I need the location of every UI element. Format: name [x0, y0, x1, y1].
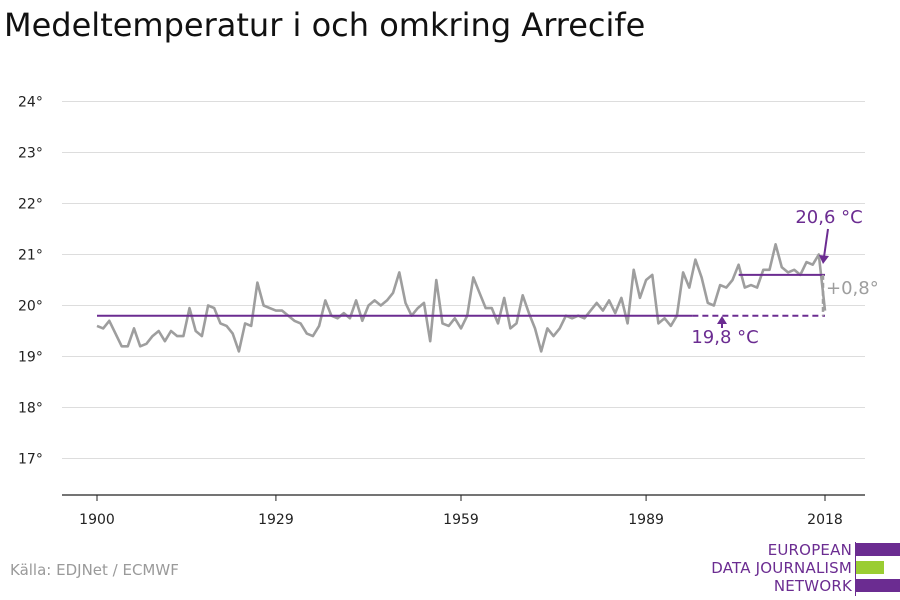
baseline-mean-arrowhead [717, 316, 727, 324]
grid-lines [62, 101, 865, 459]
logo-bar-green [856, 561, 884, 574]
x-tick-label: 1900 [79, 512, 115, 528]
series-layer [96, 243, 827, 353]
chart-title: Medeltemperatur i och omkring Arrecife [4, 6, 646, 44]
source-note: Källa: EDJNet / ECMWF [10, 561, 179, 579]
y-axis: 17° 18° 19° 20° 21° 22° 23° 24° [18, 95, 43, 468]
y-tick-label: 23° [18, 146, 43, 162]
recent-mean-arrowhead [819, 255, 829, 264]
y-tick-label: 22° [18, 197, 43, 213]
y-tick-label: 19° [18, 350, 43, 366]
recent-mean-arrow [823, 228, 829, 258]
difference-label: +0,8° [826, 278, 879, 299]
logo-bar-purple-bottom [856, 579, 900, 592]
recent-mean-label: 20,6 °C [795, 207, 862, 228]
y-tick-label: 20° [18, 299, 43, 315]
logo-line-1: EUROPEAN [767, 541, 852, 559]
x-tick-label: 1929 [258, 512, 294, 528]
y-tick-label: 18° [18, 401, 43, 417]
x-tick-label: 2018 [807, 512, 843, 528]
y-tick-label: 21° [18, 248, 43, 264]
x-axis: 1900 1929 1959 1989 2018 [62, 494, 865, 528]
logo-bar-purple-top [856, 543, 900, 556]
logo-line-3: NETWORK [773, 577, 852, 595]
x-tick-label: 1989 [628, 512, 664, 528]
logo-divider [855, 542, 856, 596]
edjnet-logo: EUROPEAN DATA JOURNALISM NETWORK [700, 540, 900, 596]
series-line [96, 243, 827, 353]
annotation-layer: 20,6 °C 19,8 °C +0,8° [691, 207, 878, 348]
reference-layer [97, 273, 825, 317]
y-tick-label: 24° [18, 95, 43, 111]
x-tick-label: 1959 [443, 512, 479, 528]
y-tick-label: 17° [18, 452, 43, 468]
logo-line-2: DATA JOURNALISM [711, 559, 852, 577]
baseline-mean-label: 19,8 °C [691, 327, 758, 348]
